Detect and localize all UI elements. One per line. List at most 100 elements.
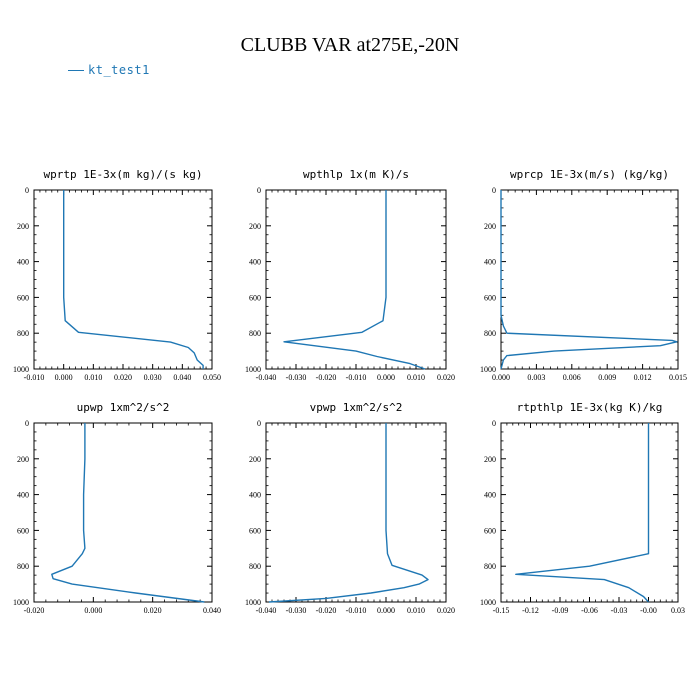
y-tick-label: 0: [257, 186, 261, 195]
x-tick-label: -0.030: [286, 606, 307, 615]
legend: kt_test1: [68, 61, 150, 79]
x-tick-label: 0.000: [84, 606, 102, 615]
y-tick-label: 600: [17, 526, 29, 535]
x-tick-label: 0.015: [669, 373, 687, 382]
y-tick-label: 400: [17, 258, 29, 267]
x-tick-label: 0.050: [203, 373, 221, 382]
plot-frame: [33, 422, 213, 603]
y-tick-label: 1000: [480, 365, 496, 374]
y-tick-label: 800: [249, 329, 261, 338]
y-tick-label: 600: [249, 293, 261, 302]
y-tick-label: 400: [249, 491, 261, 500]
x-tick-label: 0.020: [144, 606, 162, 615]
x-tick-label: -0.030: [286, 373, 307, 382]
legend-line-swatch: [68, 69, 84, 71]
panel-title: vpwp 1xm^2/s^2: [310, 401, 403, 414]
x-tick-label: -0.00: [640, 606, 657, 615]
x-tick-label: -0.010: [346, 606, 367, 615]
plot-frame: [500, 189, 679, 370]
y-tick-label: 1000: [13, 365, 29, 374]
y-tick-label: 400: [249, 258, 261, 267]
x-tick-label: 0.012: [634, 373, 652, 382]
plot-panel-6: rtpthlp 1E-3x(kg K)/kg -0.15 -0.12 -0.09 -0.…: [480, 401, 685, 615]
y-tick-label: 400: [17, 491, 29, 500]
y-tick-label: 800: [484, 562, 496, 571]
page-title: CLUBB VAR at275E,-20N: [240, 34, 460, 56]
x-tick-label: 0.030: [144, 373, 162, 382]
y-tick-label: 400: [484, 258, 496, 267]
plot-panel-1: wprtp 1E-3x(m kg)/(s kg) -0.010 0.000 0.010…: [13, 168, 221, 382]
plot-panel-4: upwp 1xm^2/s^2 -0.020 0.000 0.020 0.040 0 200 4…: [13, 401, 221, 615]
x-tick-label: -0.020: [316, 606, 337, 615]
plot-frame: [265, 189, 447, 370]
y-tick-label: 600: [249, 526, 261, 535]
x-tick-label: -0.06: [581, 606, 598, 615]
y-tick-label: 800: [17, 329, 29, 338]
y-tick-label: 800: [484, 329, 496, 338]
y-tick-label: 200: [17, 455, 29, 464]
x-tick-label: -0.03: [611, 606, 628, 615]
y-tick-label: 1000: [480, 598, 496, 607]
y-tick-label: 0: [492, 419, 496, 428]
x-tick-label: -0.020: [24, 606, 45, 615]
y-tick-label: 1000: [245, 598, 261, 607]
y-tick-label: 600: [17, 293, 29, 302]
x-tick-label: 0.040: [173, 373, 191, 382]
x-tick-label: 0.006: [563, 373, 581, 382]
y-tick-label: 1000: [13, 598, 29, 607]
x-tick-label: -0.15: [493, 606, 510, 615]
x-tick-label: 0.000: [377, 606, 395, 615]
x-tick-label: -0.010: [24, 373, 45, 382]
series-line: [515, 423, 650, 603]
x-tick-label: 0.020: [114, 373, 132, 382]
panel-title: rtpthlp 1E-3x(kg K)/kg: [517, 401, 663, 414]
x-tick-label: -0.040: [256, 373, 277, 382]
x-tick-label: 0.000: [55, 373, 73, 382]
y-tick-label: 200: [17, 222, 29, 231]
plot-frame: [33, 189, 213, 370]
y-tick-label: 200: [249, 222, 261, 231]
y-tick-label: 200: [484, 222, 496, 231]
x-tick-label: 0.020: [437, 373, 455, 382]
y-tick-label: 400: [484, 491, 496, 500]
panel-title: wprtp 1E-3x(m kg)/(s kg): [44, 168, 203, 181]
plot-frame: [265, 422, 447, 603]
y-tick-label: 0: [492, 186, 496, 195]
x-tick-label: 0.03: [671, 606, 685, 615]
panel-title: wprcp 1E-3x(m/s) (kg/kg): [510, 168, 669, 181]
series-line: [63, 190, 204, 369]
y-tick-label: 800: [17, 562, 29, 571]
y-tick-label: 200: [249, 455, 261, 464]
x-tick-label: -0.12: [522, 606, 539, 615]
x-tick-label: 0.000: [377, 373, 395, 382]
panel-title: upwp 1xm^2/s^2: [77, 401, 170, 414]
x-tick-label: 0.000: [492, 373, 510, 382]
x-tick-label: 0.009: [598, 373, 616, 382]
x-tick-label: 0.010: [84, 373, 102, 382]
plot-panel-5: vpwp 1xm^2/s^2 -0.040 -0.030 -0.020 -0.010 0.…: [245, 401, 455, 615]
legend-label: kt_test1: [88, 63, 150, 77]
x-tick-label: 0.020: [437, 606, 455, 615]
plot-panel-2: wpthlp 1x(m K)/s -0.040 -0.030 -0.020 -0.010…: [245, 168, 455, 382]
series-line: [51, 423, 205, 603]
x-tick-label: -0.040: [256, 606, 277, 615]
y-tick-label: 200: [484, 455, 496, 464]
series-line: [283, 190, 426, 370]
x-tick-label: -0.09: [552, 606, 569, 615]
y-tick-label: 0: [25, 419, 29, 428]
y-tick-label: 600: [484, 293, 496, 302]
plot-panel-3: wprcp 1E-3x(m/s) (kg/kg) 0.000 0.003 0.006 0…: [480, 168, 687, 382]
x-tick-label: 0.010: [407, 373, 425, 382]
y-tick-label: 600: [484, 526, 496, 535]
x-tick-label: 0.003: [527, 373, 545, 382]
x-tick-label: 0.010: [407, 606, 425, 615]
panel-title: wpthlp 1x(m K)/s: [303, 168, 409, 181]
y-tick-label: 0: [25, 186, 29, 195]
x-tick-label: -0.020: [316, 373, 337, 382]
series-line: [500, 190, 678, 370]
x-tick-label: 0.040: [203, 606, 221, 615]
y-tick-label: 0: [257, 419, 261, 428]
y-tick-label: 1000: [245, 365, 261, 374]
series-line: [268, 423, 429, 603]
